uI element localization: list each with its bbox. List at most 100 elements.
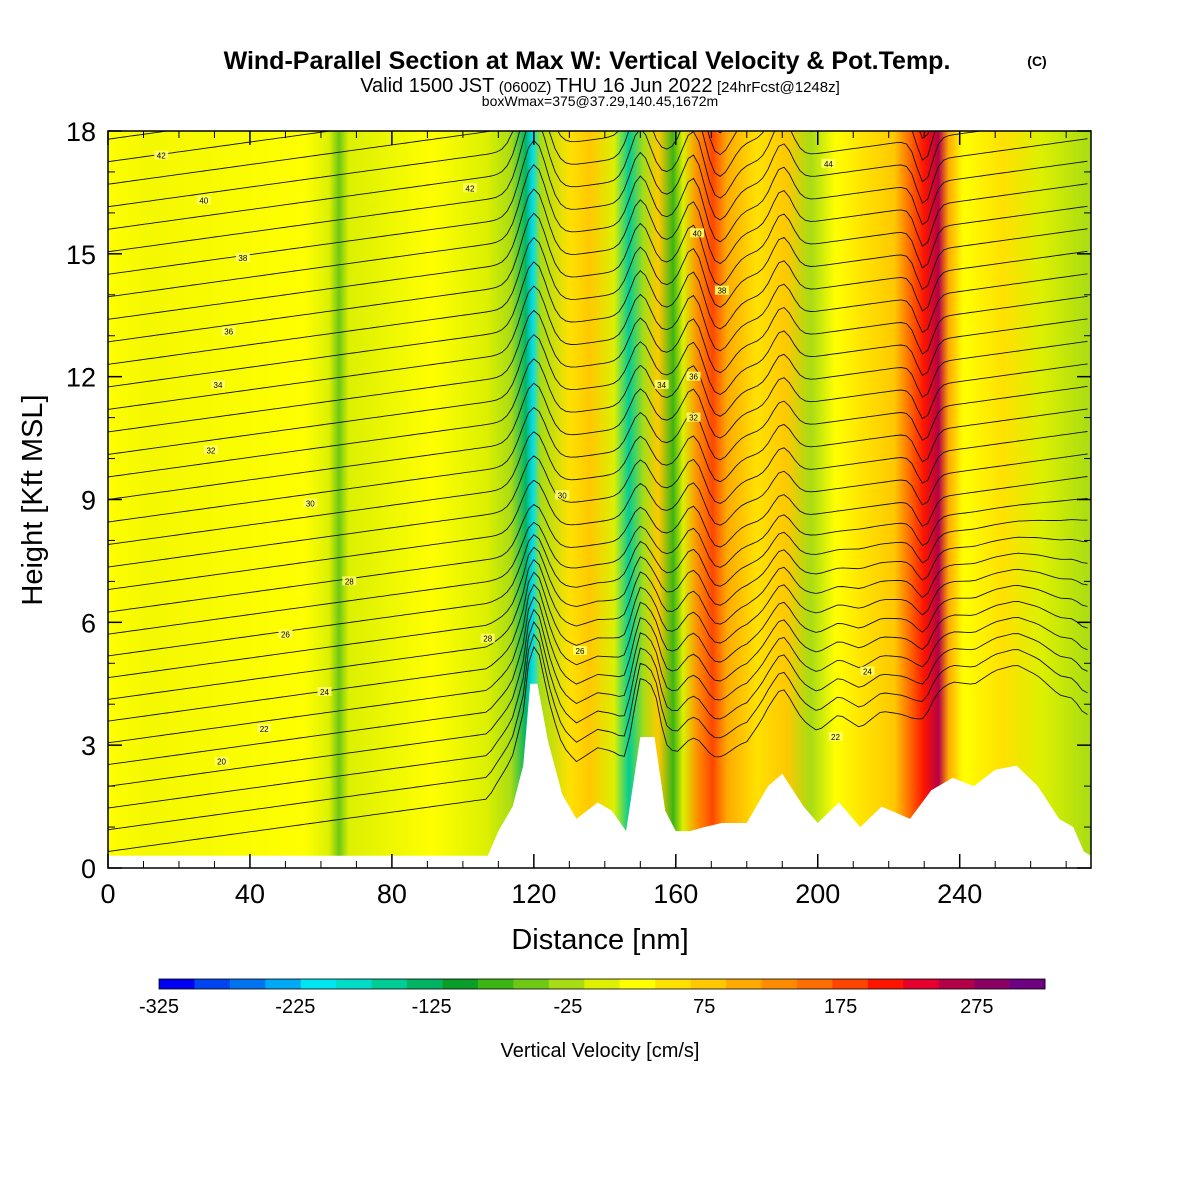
contour-label: 34 [211, 379, 226, 390]
contour-label-text: 42 [157, 152, 166, 161]
x-tick-label: 80 [377, 879, 407, 909]
colorbar-swatch [265, 979, 302, 989]
contour-label-text: 20 [217, 758, 226, 767]
colorbar-swatch [619, 979, 656, 989]
isentrope-line [108, 340, 1088, 478]
contour-label-text: 42 [466, 184, 475, 193]
colorbar-swatch [690, 979, 727, 989]
colorbar-tick-label: 175 [824, 996, 857, 1018]
y-tick-label: 6 [81, 608, 96, 638]
plot-area: 42 40 38 36 34 32 30 28 26 24 22 20 44 42 40 38 36 34 32 30… [108, 131, 1091, 868]
colorbar-swatch [726, 979, 762, 989]
contour-label-text: 36 [224, 328, 233, 337]
isentrope-line [108, 183, 1088, 320]
contour-label: 38 [235, 252, 250, 263]
colorbar-swatch [1009, 979, 1046, 989]
contour-label: 36 [686, 371, 701, 382]
isentrope-line [108, 363, 1088, 500]
isentrope-line [108, 228, 1088, 365]
isentrope-line [108, 633, 1088, 831]
contour-label-text: 22 [260, 725, 269, 734]
contour-label-text: 34 [657, 381, 666, 390]
contour-label-text: 38 [717, 287, 726, 296]
contour-label: 32 [686, 412, 701, 423]
contour-label-text: 30 [306, 500, 315, 509]
isentrope-line [108, 295, 1088, 433]
subtitle-zulu: (0600Z) [499, 79, 552, 96]
contour-label-text: 30 [558, 491, 567, 500]
isentrope-line [108, 645, 1088, 852]
contour-labels: 42 40 38 36 34 32 30 28 26 24 22 20 44 42 40 38 36 34 32 30… [154, 150, 875, 767]
colorbar-swatch [371, 979, 408, 989]
subtitle-forecast: [24hrFcst@1248z] [717, 79, 840, 96]
colorbar-swatch [336, 979, 373, 989]
contour-label: 40 [690, 228, 705, 238]
colorbar-swatch [548, 979, 585, 989]
contour-label: 22 [828, 731, 843, 742]
isentrope-line [108, 250, 1088, 388]
colorbar-swatch [796, 979, 833, 989]
isentrope-line [108, 408, 1088, 545]
y-tick-label: 9 [81, 486, 96, 516]
colorbar-swatch [974, 979, 1011, 989]
contour-label: 42 [462, 183, 477, 193]
contour-label-text: 24 [863, 667, 872, 676]
contour-label: 20 [214, 756, 229, 767]
chart-subtitle-2: boxWmax=375@37.29,140.45,1672m [482, 93, 718, 109]
contour-label: 26 [572, 645, 587, 656]
y-tick-label: 18 [66, 117, 96, 147]
isentrope-line [108, 621, 1088, 809]
y-tick-label: 12 [66, 363, 96, 393]
colorbar-swatch [655, 979, 692, 989]
contour-label: 34 [654, 379, 669, 390]
colorbar-swatch [903, 979, 940, 989]
copyright-mark: (C) [1027, 53, 1046, 69]
x-tick-label: 0 [100, 879, 115, 909]
isentrope-line [108, 273, 1088, 410]
x-axis: 0 40 80 120 160 200 240 [100, 131, 1067, 909]
colorbar-swatch [832, 979, 869, 989]
isentrope-line [108, 536, 1088, 679]
contour-label-text: 40 [199, 197, 208, 206]
x-tick-label: 40 [235, 879, 265, 909]
contour-label: 32 [203, 445, 218, 455]
colorbar-tick-label: 275 [960, 996, 993, 1018]
isentrope-line [108, 431, 1088, 568]
isentrope-line [108, 498, 1088, 635]
x-tick-label: 240 [937, 879, 982, 909]
colorbar-swatch [442, 979, 479, 989]
colorbar-tick-label: -225 [275, 996, 315, 1018]
isentrope-line [108, 583, 1088, 744]
contour-label-text: 32 [689, 414, 698, 423]
colorbar-swatch [584, 979, 621, 989]
contour-label-text: 26 [576, 647, 585, 656]
y-tick-label: 0 [81, 854, 96, 884]
subtitle-valid: Valid 1500 JST [360, 75, 494, 97]
contour-label-text: 36 [689, 373, 698, 382]
contour-label-text: 22 [831, 733, 840, 742]
y-tick-label: 3 [81, 731, 96, 761]
colorbar-label: Vertical Velocity [cm/s] [501, 1040, 700, 1062]
contour-label-text: 34 [214, 381, 223, 390]
isentrope-line [108, 552, 1088, 700]
colorbar-swatch [513, 979, 550, 989]
contour-label-text: 28 [345, 577, 354, 586]
terrain-mask [108, 683, 1091, 868]
isentrope-line [108, 131, 724, 185]
contour-label-text: 26 [281, 631, 290, 640]
contour-label: 40 [196, 195, 211, 206]
isentrope-line [108, 385, 1088, 523]
isentrope-line [108, 596, 1088, 766]
contour-label-text: 40 [693, 229, 702, 238]
isentrope-line [108, 519, 1088, 657]
colorbar-tick-label: -325 [139, 996, 179, 1018]
contour-label-text: 38 [238, 254, 247, 263]
x-tick-label: 120 [511, 879, 556, 909]
contour-label: 30 [303, 498, 318, 509]
contour-label: 28 [342, 576, 357, 586]
contour-label: 38 [714, 285, 729, 296]
isentrope-line [108, 160, 1088, 298]
isentrope-line [108, 131, 936, 230]
